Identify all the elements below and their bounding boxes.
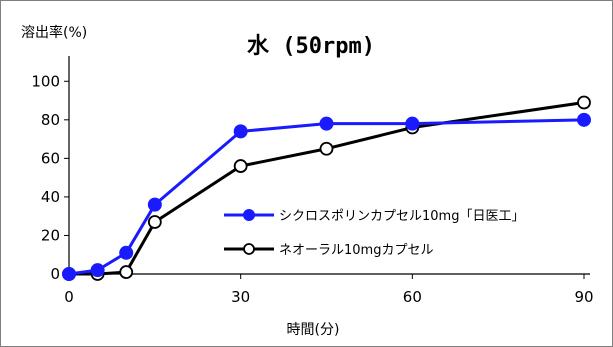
- series-1-point: [119, 265, 134, 279]
- x-tick-label: 30: [231, 288, 250, 306]
- x-tick-label: 60: [403, 288, 422, 306]
- legend-label-0: シクロスポリンカプセル10mg「日医工」: [279, 209, 524, 224]
- series-0-point: [147, 197, 162, 212]
- legend-label-1: ネオーラル10mgカプセル: [279, 243, 433, 258]
- legend-marker-1: [243, 243, 255, 255]
- x-axis-label: 時間(分): [287, 322, 340, 338]
- series-1-point: [319, 141, 334, 156]
- series-0-point: [577, 112, 591, 127]
- y-axis-label: 溶出率(%): [21, 24, 87, 41]
- series-0-point: [62, 267, 76, 281]
- y-tick-label: 0: [50, 265, 60, 283]
- chart-title: 水 (50rpm): [247, 34, 375, 59]
- legend-marker-0: [243, 209, 255, 221]
- series-0-point: [233, 124, 248, 139]
- x-tick-label: 0: [64, 288, 74, 306]
- y-tick-label: 60: [41, 149, 60, 167]
- series-1-point: [233, 159, 248, 173]
- x-tick-label: 90: [574, 288, 593, 306]
- y-tick-label: 80: [41, 111, 60, 129]
- series-0-point: [90, 263, 105, 278]
- series-layer: [62, 95, 591, 281]
- series-0-point: [119, 245, 134, 260]
- series-1-point: [147, 215, 162, 229]
- series-1-point: [577, 95, 591, 110]
- axes: 0 20 40 60 80 100 0 30 60 90: [31, 56, 594, 306]
- legend: シクロスポリンカプセル10mg「日医工」ネオーラル10mgカプセル: [224, 209, 524, 258]
- series-0-point: [405, 116, 420, 131]
- y-tick-label: 100: [31, 72, 60, 90]
- series-0-point: [319, 116, 334, 131]
- y-tick-label: 20: [41, 226, 60, 244]
- y-tick-label: 40: [41, 188, 60, 206]
